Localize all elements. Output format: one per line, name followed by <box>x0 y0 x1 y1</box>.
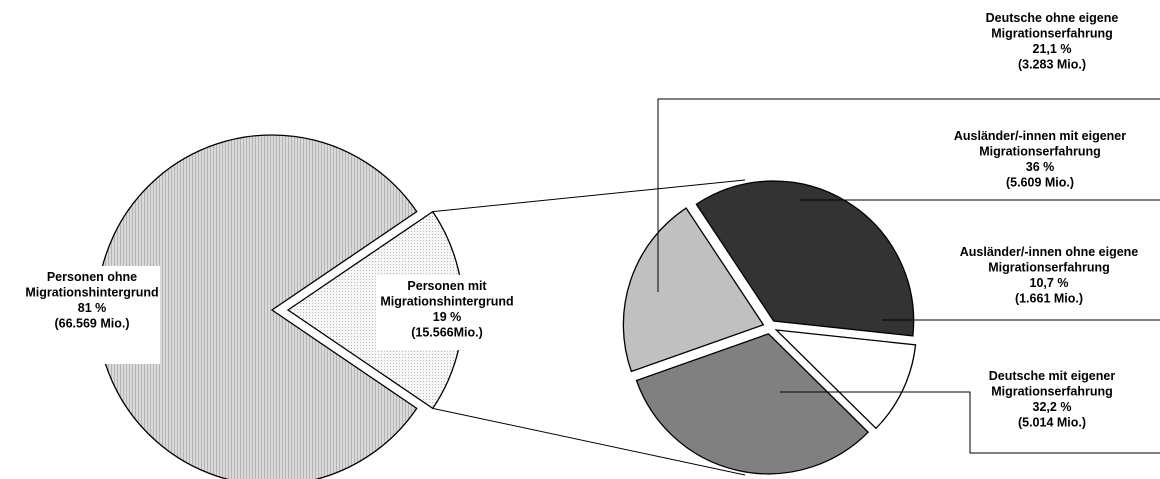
label-deutsche-ohne: Deutsche ohne eigene Migrationserfahrung 2… <box>986 11 1119 72</box>
breakdown-pie <box>623 181 915 474</box>
